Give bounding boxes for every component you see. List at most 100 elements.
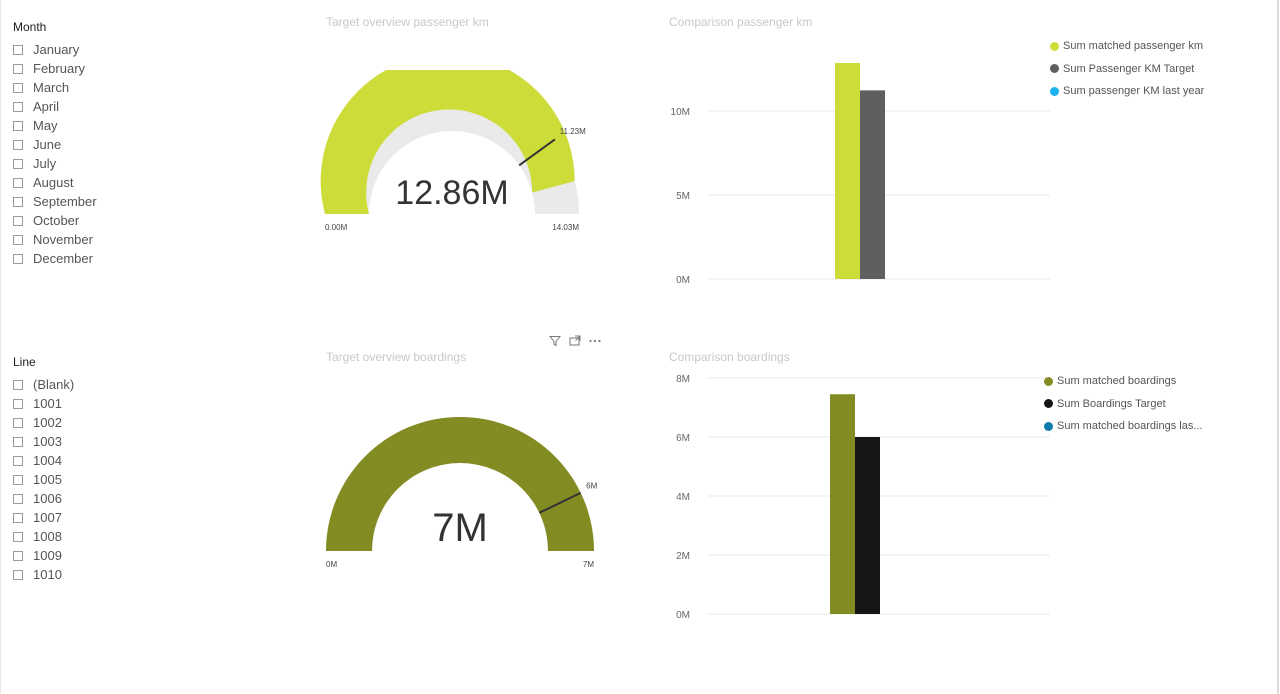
slicer-item[interactable]: May (13, 116, 97, 135)
more-options-icon[interactable] (588, 334, 602, 348)
slicer-item-label: June (33, 137, 62, 152)
slicer-item-label: 1004 (33, 453, 62, 468)
gauge-passenger-km[interactable]: 12.86M 0.00M 14.03M 11.23M (310, 70, 610, 245)
checkbox-icon[interactable] (13, 550, 23, 561)
checkbox-icon[interactable] (13, 569, 23, 580)
visual-header (548, 334, 602, 348)
checkbox-icon[interactable] (13, 512, 23, 523)
slicer-item-label: September (33, 194, 97, 209)
bar[interactable] (855, 437, 880, 614)
slicer-item[interactable]: 1003 (13, 432, 74, 451)
legend-marker-icon (1044, 399, 1053, 409)
y-tick-label: 10M (671, 107, 690, 118)
focus-mode-icon[interactable] (568, 334, 582, 348)
checkbox-icon[interactable] (13, 531, 23, 542)
bar[interactable] (835, 63, 860, 279)
slicer-item[interactable]: 1008 (13, 527, 74, 546)
checkbox-icon[interactable] (13, 436, 23, 447)
checkbox-icon[interactable] (13, 196, 23, 207)
checkbox-icon[interactable] (13, 82, 23, 93)
gauge-min-label: 0M (326, 560, 337, 569)
legend-item[interactable]: Sum matched boardings (1044, 370, 1203, 393)
gauge-min-label: 0.00M (325, 223, 348, 232)
slicer-item[interactable]: February (13, 59, 97, 78)
slicer-item-label: 1008 (33, 529, 62, 544)
slicer-item-label: 1002 (33, 415, 62, 430)
slicer-item[interactable]: 1006 (13, 489, 74, 508)
gauge-boardings[interactable]: 7M 0M 7M 6M (310, 400, 610, 580)
gauge-boardings-title: Target overview boardings (326, 350, 467, 364)
bar[interactable] (860, 90, 885, 279)
filter-icon[interactable] (548, 334, 562, 348)
slicer-item[interactable]: January (13, 40, 97, 59)
checkbox-icon[interactable] (13, 120, 23, 131)
y-tick-label: 6M (676, 433, 690, 444)
month-slicer-list: January February March April May June July Augu… (13, 40, 97, 268)
checkbox-icon[interactable] (13, 493, 23, 504)
checkbox-icon[interactable] (13, 63, 23, 74)
gauge-target-marker (518, 138, 556, 167)
bar-chart-passenger-km[interactable]: 0M 5M 10M (650, 40, 1060, 300)
slicer-item[interactable]: July (13, 154, 97, 173)
slicer-item[interactable]: November (13, 230, 97, 249)
legend-item[interactable]: Sum matched boardings las... (1044, 415, 1203, 438)
checkbox-icon[interactable] (13, 234, 23, 245)
y-tick-label: 5M (676, 191, 690, 202)
checkbox-icon[interactable] (13, 398, 23, 409)
slicer-item[interactable]: August (13, 173, 97, 192)
gauge-max-label: 14.03M (552, 223, 579, 232)
checkbox-icon[interactable] (13, 44, 23, 55)
slicer-item-label: 1003 (33, 434, 62, 449)
legend-label: Sum Boardings Target (1057, 397, 1166, 410)
legend-item[interactable]: Sum passenger KM last year (1050, 80, 1204, 103)
month-slicer-title: Month (13, 20, 47, 34)
checkbox-icon[interactable] (13, 417, 23, 428)
legend-item[interactable]: Sum matched passenger km (1050, 35, 1204, 58)
bar[interactable] (830, 394, 855, 614)
canvas-right-scrollbar[interactable] (1277, 0, 1279, 694)
checkbox-icon[interactable] (13, 253, 23, 264)
chart-boardings-title: Comparison boardings (669, 350, 790, 364)
legend-boardings: Sum matched boardings Sum Boardings Targe… (1044, 370, 1203, 438)
slicer-item[interactable]: 1001 (13, 394, 74, 413)
line-slicer: Line (Blank) 1001 1002 1003 1004 1005 1006 1007… (13, 355, 74, 584)
legend-marker-icon (1044, 421, 1053, 431)
checkbox-icon[interactable] (13, 215, 23, 226)
slicer-item[interactable]: 1009 (13, 546, 74, 565)
slicer-item-label: (Blank) (33, 377, 75, 392)
slicer-item-label: August (33, 175, 74, 190)
slicer-item[interactable]: (Blank) (13, 375, 74, 394)
slicer-item[interactable]: March (13, 78, 97, 97)
slicer-item[interactable]: October (13, 211, 97, 230)
gauge-value-label: 7M (432, 506, 488, 550)
checkbox-icon[interactable] (13, 177, 23, 188)
y-tick-label: 0M (676, 275, 690, 286)
slicer-item[interactable]: April (13, 97, 97, 116)
legend-label: Sum matched boardings (1057, 375, 1177, 388)
bar-chart-boardings[interactable]: 0M 2M 4M 6M 8M (650, 365, 1060, 630)
slicer-item-label: 1010 (33, 567, 62, 582)
legend-item[interactable]: Sum Boardings Target (1044, 393, 1203, 416)
slicer-item-label: 1006 (33, 491, 62, 506)
slicer-item[interactable]: 1007 (13, 508, 74, 527)
checkbox-icon[interactable] (13, 474, 23, 485)
legend-item[interactable]: Sum Passenger KM Target (1050, 58, 1204, 81)
checkbox-icon[interactable] (13, 379, 23, 390)
slicer-item[interactable]: 1005 (13, 470, 74, 489)
slicer-item[interactable]: September (13, 192, 97, 211)
slicer-item[interactable]: June (13, 135, 97, 154)
checkbox-icon[interactable] (13, 158, 23, 169)
month-slicer: Month January February March April May June Ju… (13, 20, 97, 268)
checkbox-icon[interactable] (13, 455, 23, 466)
slicer-item[interactable]: 1010 (13, 565, 74, 584)
slicer-item[interactable]: 1002 (13, 413, 74, 432)
slicer-item[interactable]: 1004 (13, 451, 74, 470)
y-tick-label: 2M (676, 551, 690, 562)
line-slicer-title: Line (13, 355, 36, 369)
slicer-item-label: November (33, 232, 93, 247)
y-tick-label: 8M (676, 374, 690, 385)
slicer-item[interactable]: December (13, 249, 97, 268)
legend-marker-icon (1050, 86, 1059, 96)
checkbox-icon[interactable] (13, 139, 23, 150)
checkbox-icon[interactable] (13, 101, 23, 112)
